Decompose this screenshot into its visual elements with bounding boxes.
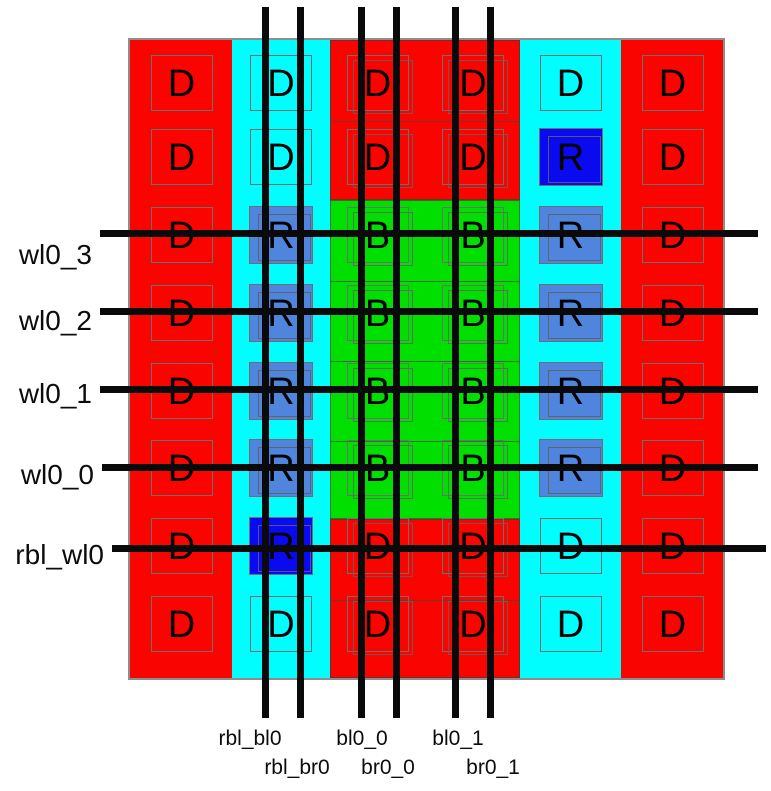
cell-letter: D xyxy=(556,63,585,105)
bitcell-array: DDDDDDDDDDRDDRBBRDDRBBRDDRBBRDDRBBRDDRDD… xyxy=(128,38,725,680)
cell-r0-c1-dummy: D xyxy=(250,55,312,111)
cell-row-separator xyxy=(330,121,520,122)
wordline-label-wl0_1: wl0_1 xyxy=(18,378,92,409)
cell-letter: D xyxy=(459,604,487,646)
cell-row-separator xyxy=(330,441,520,442)
wordline-wl0_2 xyxy=(100,308,758,315)
bitline-label-rbl_bl0: rbl_bl0 xyxy=(218,727,282,750)
cell-letter: D xyxy=(167,137,196,179)
cell-r1-c5-dummy: D xyxy=(641,129,704,185)
wordline-label-wl0_2: wl0_2 xyxy=(18,305,92,336)
cell-letter: R xyxy=(556,137,585,179)
bitline-label-rbl_br0: rbl_br0 xyxy=(264,756,330,779)
wordline-wl0_1 xyxy=(100,386,758,393)
bitline-bl0_0 xyxy=(358,7,365,718)
bitline-label-bl0_0: bl0_0 xyxy=(336,727,388,750)
bitline-br0_1 xyxy=(487,7,494,718)
wordline-wl0_3 xyxy=(100,230,758,237)
bitline-label-bl0_1: bl0_1 xyxy=(432,727,484,750)
cell-r0-c2-dummy: D xyxy=(346,55,413,114)
cell-row-separator xyxy=(330,361,520,362)
wordline-rbl_wl0 xyxy=(112,545,766,552)
cell-r1-c3-dummy: D xyxy=(442,129,508,188)
cell-letter: D xyxy=(459,137,487,179)
cell-r0-c4-dummy: D xyxy=(539,55,602,111)
wordline-wl0_0 xyxy=(102,464,758,471)
cell-letter: D xyxy=(658,63,687,105)
wordline-label-wl0_0: wl0_0 xyxy=(20,459,94,490)
cell-letter: D xyxy=(363,63,392,105)
cell-letter: D xyxy=(459,63,487,105)
cell-r7-c0-dummy: D xyxy=(150,596,213,652)
cell-letter: D xyxy=(267,63,295,105)
wordline-label-rbl_wl0: rbl_wl0 xyxy=(15,539,104,570)
cell-letter: D xyxy=(363,137,392,179)
cell-r0-c5-dummy: D xyxy=(641,55,704,111)
dummy-column-left-region xyxy=(130,40,232,678)
cell-r1-c4-replica: R xyxy=(538,128,603,186)
cell-r7-c3-dummy: D xyxy=(442,596,508,655)
cell-r1-c0-dummy: D xyxy=(150,129,213,185)
cell-r1-c1-dummy: D xyxy=(250,129,312,185)
cell-r7-c4-dummy: D xyxy=(539,596,602,652)
dummy-column-right-region xyxy=(621,40,723,678)
cell-row-separator xyxy=(330,281,520,282)
cell-letter: D xyxy=(556,604,585,646)
bitline-label-br0_1: br0_1 xyxy=(466,756,520,779)
cell-letter: D xyxy=(363,604,392,646)
cell-letter: D xyxy=(167,63,196,105)
cell-row-separator xyxy=(330,600,520,601)
cell-r7-c1-dummy: D xyxy=(250,596,312,652)
bitline-br0_0 xyxy=(393,7,400,718)
cell-r0-c0-dummy: D xyxy=(150,55,213,111)
cell-r0-c3-dummy: D xyxy=(442,55,508,114)
bitline-rbl_bl0 xyxy=(262,7,269,718)
wordline-label-wl0_3: wl0_3 xyxy=(18,239,92,270)
bitline-bl0_1 xyxy=(452,7,459,718)
cell-letter: D xyxy=(267,604,295,646)
cell-letter: D xyxy=(167,604,196,646)
cell-letter: D xyxy=(267,137,295,179)
cell-letter: D xyxy=(658,604,687,646)
cell-r1-c2-dummy: D xyxy=(346,129,413,188)
cell-letter: D xyxy=(658,137,687,179)
bitline-rbl_br0 xyxy=(297,7,304,718)
cell-r7-c5-dummy: D xyxy=(641,596,704,652)
cell-r7-c2-dummy: D xyxy=(346,596,413,655)
bitline-label-br0_0: br0_0 xyxy=(361,756,415,779)
